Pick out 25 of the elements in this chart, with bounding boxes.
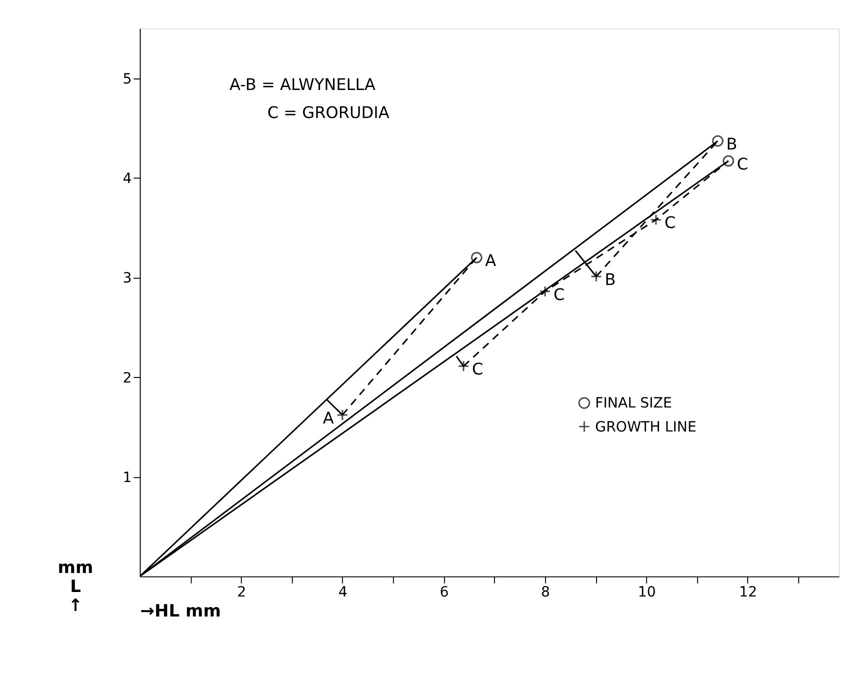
x-tick-label: 8 bbox=[541, 584, 550, 601]
annotation: C = GRORUDIA bbox=[267, 103, 390, 122]
x-tick-label: 10 bbox=[638, 584, 656, 601]
annotation: A bbox=[322, 408, 334, 428]
x-tick-label: 4 bbox=[338, 584, 348, 601]
annotation: C bbox=[736, 154, 748, 174]
annotation: C bbox=[472, 360, 484, 379]
annotation: C bbox=[664, 213, 676, 232]
y-tick-label: 5 bbox=[122, 71, 132, 88]
x-tick-label: 12 bbox=[739, 584, 758, 601]
legend-label: FINAL SIZE bbox=[595, 396, 672, 412]
x-tick-label: 2 bbox=[237, 584, 246, 601]
y-tick-label: 2 bbox=[122, 370, 132, 386]
y-tick-label: 4 bbox=[122, 171, 132, 188]
y-tick-label: 1 bbox=[122, 470, 132, 486]
y-axis-title: mm L ↑ bbox=[58, 558, 94, 616]
y-tick-label: 3 bbox=[122, 270, 132, 287]
annotation: A bbox=[485, 251, 496, 270]
annotation: B bbox=[726, 134, 738, 154]
x-tick-label: 6 bbox=[440, 584, 449, 601]
annotation: A-B = ALWYNELLA bbox=[230, 74, 376, 94]
x-axis-title: →HL mm bbox=[140, 601, 221, 622]
legend-label: GROWTH LINE bbox=[595, 419, 697, 436]
annotation: B bbox=[604, 270, 616, 289]
annotation: C bbox=[554, 284, 565, 304]
